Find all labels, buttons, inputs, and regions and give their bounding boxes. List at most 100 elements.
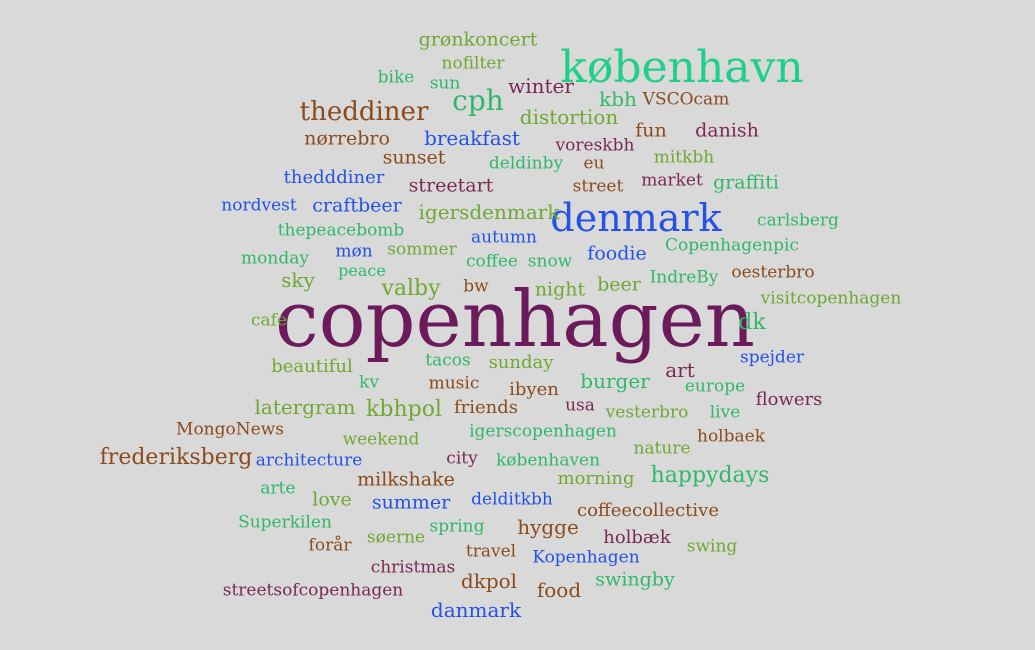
word-20: deldinby (488, 153, 564, 174)
word-53: tacos (425, 350, 471, 371)
word-64: kbhpol (366, 397, 442, 422)
word-82: love (312, 488, 352, 511)
word-40: coffee (466, 251, 518, 272)
word-52: beautiful (271, 356, 353, 377)
word-47: night (534, 278, 586, 301)
word-71: igerscopenhagen (469, 421, 617, 442)
word-19: sunset (382, 146, 446, 169)
word-43: oesterbro (731, 262, 815, 283)
word-33: autumn (471, 227, 537, 248)
word-26: market (641, 170, 703, 191)
word-92: swing (686, 536, 738, 557)
word-37: Copenhagenpic (665, 235, 799, 256)
word-3: denmark (550, 196, 722, 240)
word-7: nofilter (441, 53, 505, 74)
word-68: live (709, 402, 741, 423)
word-63: latergram (254, 395, 356, 419)
word-12: VSCOcam (642, 89, 730, 110)
word-99: streetsofcopenhagen (222, 580, 404, 601)
word-48: beer (597, 273, 641, 296)
word-14: nørrebro (304, 127, 390, 150)
word-93: travel (465, 541, 517, 562)
word-30: igersdenmark (418, 200, 560, 224)
word-9: sun (429, 73, 461, 94)
word-21: eu (583, 153, 605, 174)
word-100: danmark (430, 598, 522, 622)
word-6: grønkoncert (418, 28, 538, 51)
word-79: arte (260, 478, 296, 499)
word-74: frederiksberg (99, 445, 253, 470)
word-8: bike (377, 67, 415, 88)
word-27: graffiti (713, 171, 779, 194)
word-61: europe (684, 376, 746, 397)
word-49: visitcopenhagen (760, 288, 902, 309)
word-46: bw (463, 276, 489, 297)
word-42: IndreBy (649, 267, 719, 288)
word-50: cafe (250, 310, 288, 331)
word-2: københavn (560, 42, 804, 93)
word-22: mitkbh (653, 147, 715, 168)
word-88: hygge (517, 515, 579, 539)
word-70: weekend (342, 429, 420, 450)
word-69: MongoNews (176, 419, 284, 440)
word-51: dk (738, 310, 766, 335)
word-34: møn (335, 241, 373, 262)
word-32: thepeacebomb (277, 220, 405, 241)
word-91: holbæk (603, 527, 671, 548)
word-72: nature (633, 438, 691, 459)
word-94: Kopenhagen (532, 547, 640, 568)
word-81: morning (557, 468, 635, 489)
word-39: peace (338, 261, 386, 280)
word-5: theddiner (299, 97, 429, 127)
word-60: burger (580, 369, 650, 393)
word-59: ibyen (509, 379, 559, 400)
word-75: architecture (255, 450, 363, 471)
word-36: foodie (587, 242, 647, 265)
word-97: food (536, 578, 582, 602)
word-18: voreskbh (555, 135, 635, 156)
word-41: snow (527, 251, 573, 272)
word-77: københaven (495, 450, 601, 471)
word-80: milkshake (357, 468, 455, 491)
word-54: sunday (488, 352, 554, 373)
word-96: dkpol (460, 569, 518, 593)
word-25: street (572, 176, 624, 197)
word-35: sommer (387, 239, 457, 260)
word-1: copenhagen (274, 275, 756, 365)
word-11: kbh (599, 87, 637, 111)
word-76: city (446, 448, 478, 469)
word-58: music (428, 373, 480, 394)
word-24: streetart (408, 174, 494, 197)
word-66: usa (565, 395, 595, 416)
word-10: winter (508, 74, 574, 98)
word-38: monday (241, 248, 309, 269)
word-16: fun (635, 119, 667, 142)
word-55: art (665, 358, 695, 382)
word-62: flowers (755, 389, 823, 410)
word-23: thedddiner (283, 167, 385, 188)
word-65: friends (453, 397, 519, 418)
word-44: sky (281, 268, 315, 292)
word-73: holbaek (697, 426, 765, 447)
word-89: forår (308, 535, 352, 556)
word-85: coffeecollective (577, 500, 719, 521)
word-56: spejder (739, 347, 805, 368)
word-13: distortion (519, 105, 619, 129)
word-4: cph (452, 84, 504, 117)
word-28: nordvest (221, 195, 297, 216)
word-15: breakfast (424, 126, 520, 150)
word-87: spring (429, 516, 485, 537)
word-98: swingby (595, 568, 675, 591)
word-29: craftbeer (312, 194, 402, 217)
word-31: carlsberg (757, 210, 839, 231)
word-83: summer (371, 491, 451, 514)
word-45: valby (381, 276, 441, 301)
word-84: delditkbh (471, 489, 553, 510)
word-57: kv (359, 372, 379, 393)
word-17: danish (695, 119, 759, 142)
word-95: christmas (370, 557, 456, 578)
word-90: søerne (366, 527, 426, 548)
word-67: vesterbro (605, 402, 689, 423)
word-78: happydays (650, 463, 770, 488)
